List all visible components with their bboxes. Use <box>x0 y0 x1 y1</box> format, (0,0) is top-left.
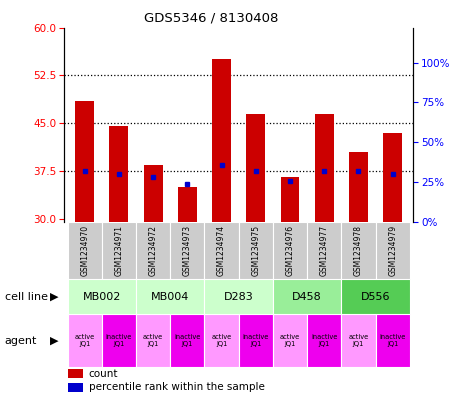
Bar <box>67 222 102 279</box>
Text: inactive
JQ1: inactive JQ1 <box>106 334 132 347</box>
Text: GSM1234977: GSM1234977 <box>320 225 329 276</box>
Bar <box>204 279 273 314</box>
Text: GSM1234970: GSM1234970 <box>80 225 89 276</box>
Bar <box>307 314 342 367</box>
Text: D556: D556 <box>361 292 390 302</box>
Bar <box>75 101 94 222</box>
Bar <box>212 59 231 222</box>
Bar <box>239 314 273 367</box>
Title: GDS5346 / 8130408: GDS5346 / 8130408 <box>143 12 278 25</box>
Bar <box>102 314 136 367</box>
Bar <box>67 314 102 367</box>
Bar <box>342 279 410 314</box>
Bar <box>144 165 162 222</box>
Bar <box>342 222 376 279</box>
Text: inactive
JQ1: inactive JQ1 <box>174 334 200 347</box>
Text: count: count <box>88 369 118 379</box>
Text: GSM1234973: GSM1234973 <box>183 225 192 276</box>
Text: active
JQ1: active JQ1 <box>211 334 232 347</box>
Text: ▶: ▶ <box>50 292 59 302</box>
Bar <box>170 314 204 367</box>
Text: GSM1234978: GSM1234978 <box>354 225 363 276</box>
Bar <box>273 314 307 367</box>
Text: D283: D283 <box>224 292 254 302</box>
Bar <box>204 222 238 279</box>
Bar <box>281 177 299 222</box>
Text: GSM1234971: GSM1234971 <box>114 225 124 276</box>
Text: active
JQ1: active JQ1 <box>143 334 163 347</box>
Bar <box>67 279 136 314</box>
Bar <box>239 222 273 279</box>
Text: inactive
JQ1: inactive JQ1 <box>243 334 269 347</box>
Text: MB002: MB002 <box>83 292 121 302</box>
Bar <box>273 222 307 279</box>
Text: GSM1234975: GSM1234975 <box>251 225 260 276</box>
Text: agent: agent <box>5 336 37 346</box>
Bar <box>67 383 83 392</box>
Bar <box>247 114 265 222</box>
Bar <box>307 222 342 279</box>
Bar <box>349 152 368 222</box>
Text: ▶: ▶ <box>50 336 59 346</box>
Bar <box>178 187 197 222</box>
Bar <box>109 127 128 222</box>
Text: percentile rank within the sample: percentile rank within the sample <box>88 382 265 392</box>
Bar <box>376 314 410 367</box>
Bar <box>136 222 170 279</box>
Bar <box>136 314 170 367</box>
Text: GSM1234972: GSM1234972 <box>149 225 158 276</box>
Text: MB004: MB004 <box>151 292 190 302</box>
Bar <box>204 314 238 367</box>
Text: inactive
JQ1: inactive JQ1 <box>380 334 406 347</box>
Bar <box>170 222 204 279</box>
Bar <box>273 279 342 314</box>
Text: GSM1234974: GSM1234974 <box>217 225 226 276</box>
Bar <box>67 369 83 378</box>
Text: active
JQ1: active JQ1 <box>75 334 95 347</box>
Text: D458: D458 <box>292 292 322 302</box>
Bar <box>315 114 333 222</box>
Text: inactive
JQ1: inactive JQ1 <box>311 334 337 347</box>
Text: GSM1234976: GSM1234976 <box>285 225 294 276</box>
Text: active
JQ1: active JQ1 <box>348 334 369 347</box>
Bar <box>376 222 410 279</box>
Bar <box>383 133 402 222</box>
Bar <box>102 222 136 279</box>
Bar <box>136 279 204 314</box>
Text: active
JQ1: active JQ1 <box>280 334 300 347</box>
Text: cell line: cell line <box>5 292 48 302</box>
Text: GSM1234979: GSM1234979 <box>388 225 397 276</box>
Bar <box>342 314 376 367</box>
